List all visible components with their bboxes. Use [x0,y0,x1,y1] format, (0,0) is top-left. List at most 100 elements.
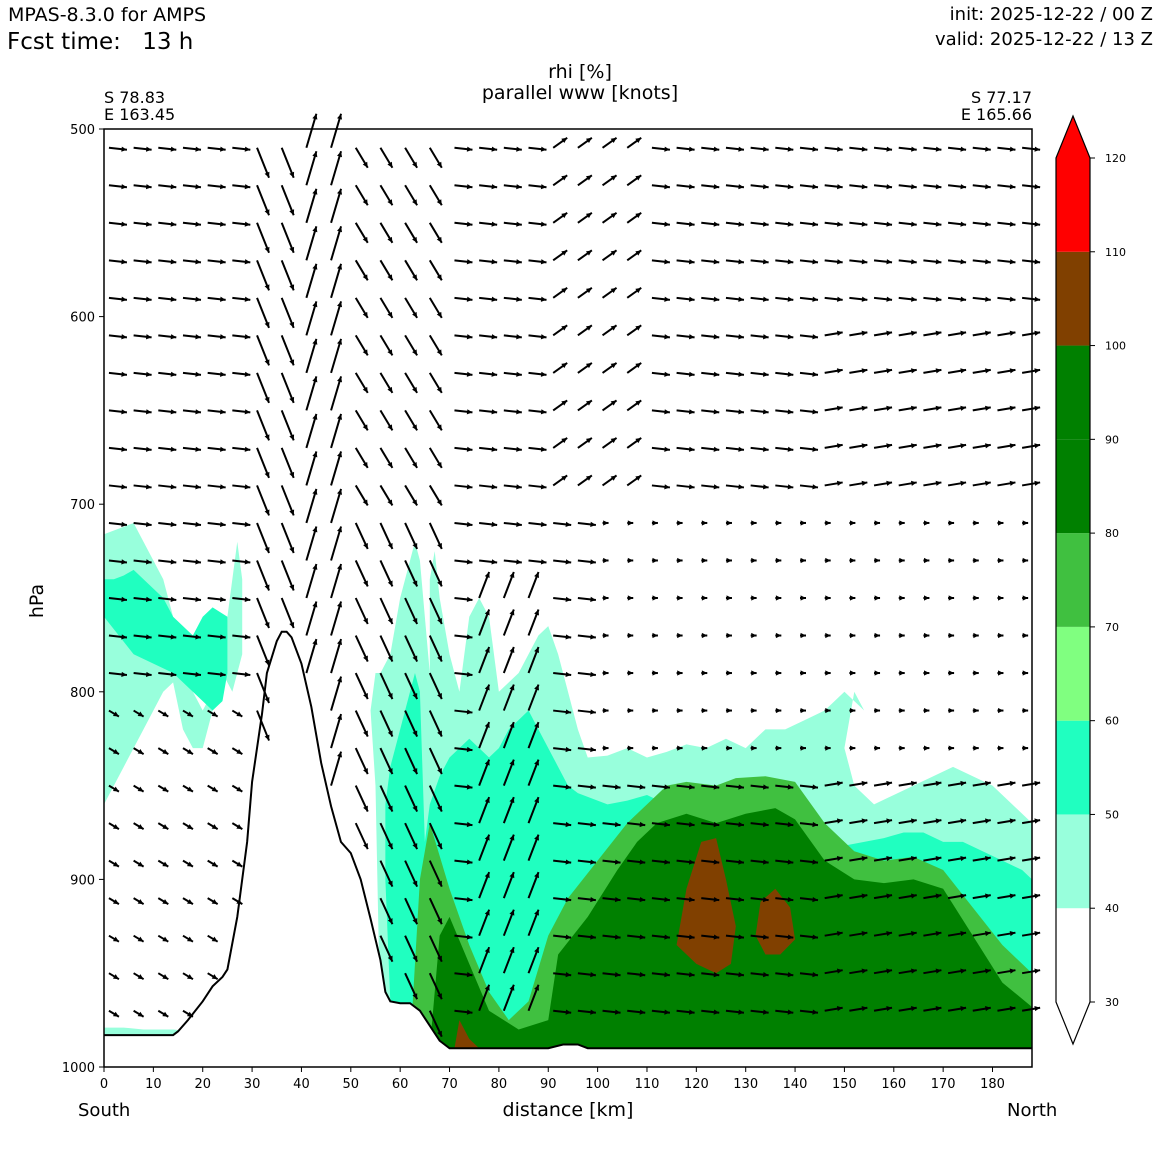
colorbar-tick-label: 90 [1105,433,1119,446]
wind-vector-head [387,693,393,700]
wind-vector-head [412,542,418,549]
wind-vector-head [985,855,991,862]
wind-vector-head [787,334,794,340]
wind-vector-head [220,259,226,265]
wind-vector-head [861,818,868,824]
wind-vector-head [437,1030,442,1037]
wind-vector-head [899,557,905,564]
wind-vector-head [211,899,218,905]
wind-vector-head [264,546,270,553]
wind-vector-head [973,557,979,564]
wind-vector-head [387,955,393,962]
wind-vector-head [688,484,695,490]
wind-vector [330,601,343,636]
wind-vector-head [466,634,473,640]
wind-vector-head [264,209,270,216]
wind-vector-head [635,437,642,444]
wind-vector-head [713,259,720,265]
wind-vector-head [886,968,893,974]
wind-vector-head [985,480,991,486]
wind-vector-head [1034,296,1041,302]
wind-vector-head [264,509,270,516]
wind-vector-head [540,259,547,265]
wind-vector-head [509,834,515,841]
rhi-region-100-c [454,1020,480,1049]
wind-vector-head [145,446,152,452]
wind-vector-head [948,557,955,564]
wind-vector-head [911,259,917,265]
wind-vector-head [162,711,169,717]
wind-vector-head [713,859,720,865]
wind-vector-head [738,972,744,978]
wind-vector-head [112,824,119,830]
wind-vector-head [800,520,806,526]
wind-vector-head [973,745,979,751]
wind-vector-head [677,595,683,601]
wind-vector-head [899,670,905,676]
wind-vector-head [590,671,596,678]
wind-vector [305,263,318,299]
colorbar-extend-high [1056,116,1090,158]
wind-vector-head [565,859,572,865]
wind-vector-head [627,520,634,526]
wind-vector-head [985,780,991,787]
wind-vector-head [112,861,119,867]
wind-vector-head [688,896,695,903]
wind-vector-head [849,595,856,601]
wind-vector-head [162,824,169,830]
wind-vector-head [701,520,708,526]
wind-vector-head [484,872,490,879]
wind-vector-head [121,221,127,227]
wind-vector-head [466,259,473,265]
wind-vector-head [466,896,473,903]
wind-vector-head [738,859,744,865]
wind-vector-head [195,371,201,377]
wind-vector-head [145,259,152,265]
wind-vector-head [387,768,393,775]
wind-vector-head [688,296,695,302]
wind-vector-head [886,443,893,449]
wind-vector-head [466,371,473,377]
wind-vector-head [187,861,193,867]
wind-vector-head [688,972,695,978]
wind-vector-head [948,520,955,526]
wind-vector-head [220,634,226,640]
wind-vector-head [787,296,794,302]
wind-vector-head [466,221,473,227]
wind-vector-head [534,572,540,578]
wind-vector [305,226,318,261]
x-tick-label: 70 [441,1077,458,1092]
wind-vector-head [603,595,609,601]
wind-vector-head [289,321,295,328]
wind-vector-head [590,934,596,940]
wind-vector-head [1009,443,1016,449]
init-time: init: 2025-12-22 / 00 Z [949,4,1153,25]
wind-vector-head [363,655,368,662]
wind-vector-head [713,821,720,828]
wind-vector-head [836,368,843,374]
x-axis-label: distance [km] [502,1099,634,1121]
wind-vector-head [121,484,127,490]
wind-vector-head [910,968,917,974]
wind-vector-head [1009,259,1016,265]
wind-vector-head [289,509,295,516]
wind-vector-head [910,330,917,336]
wind-vector-head [387,349,393,356]
wind-vector-head [289,396,295,403]
wind-vector-head [466,972,473,978]
wind-vector-head [886,405,893,411]
wind-vector-head [121,634,127,640]
wind-vector-head [762,484,769,490]
wind-vector-head [836,968,843,974]
x-right-label: North [1007,1100,1058,1121]
wind-vector-head [220,334,226,340]
wind-vector-head [960,855,967,862]
wind-vector-head [412,580,418,587]
wind-vector-head [762,859,769,865]
wind-vector-head [775,557,782,564]
start-lon: E 163.45 [104,105,176,124]
wind-vector-head [800,557,806,564]
wind-vector-head [312,413,318,420]
wind-vector-head [162,786,169,792]
wind-vector-head [1034,855,1041,862]
